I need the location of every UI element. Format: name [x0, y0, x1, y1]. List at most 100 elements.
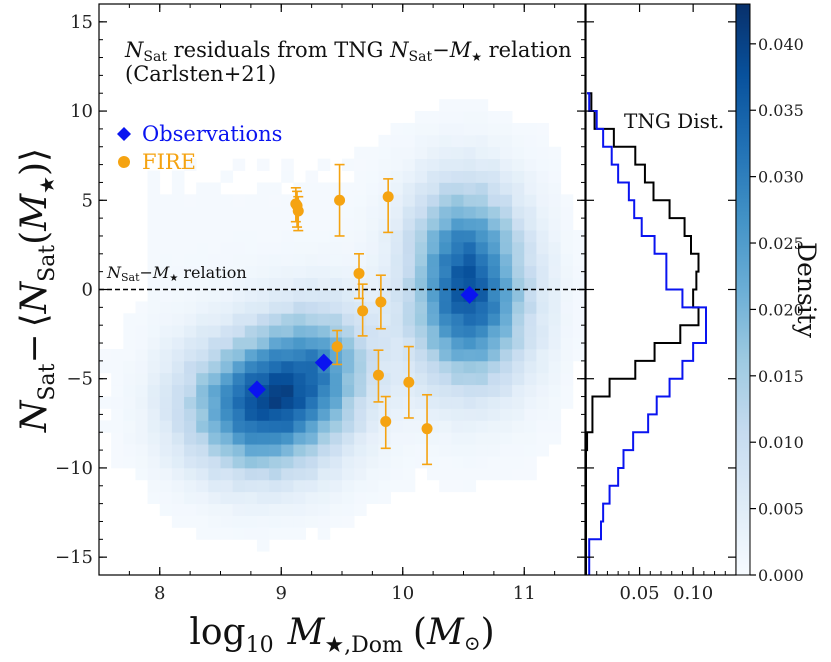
heatmap-cell — [305, 325, 319, 338]
heatmap-cell — [390, 253, 404, 267]
heatmap-cell — [329, 456, 343, 469]
heatmap-cell — [208, 515, 221, 528]
heatmap-cell — [147, 479, 161, 493]
heatmap-cell — [317, 277, 331, 290]
heatmap-cell — [548, 360, 562, 374]
heatmap-cell — [305, 396, 319, 409]
heatmap-cell — [366, 348, 379, 362]
heatmap-cell — [548, 241, 562, 255]
heatmap-cell — [366, 420, 379, 433]
heatmap-cell — [244, 348, 258, 362]
heatmap-cell — [293, 325, 306, 338]
heatmap-cell — [463, 194, 477, 207]
heatmap-cell — [281, 313, 294, 326]
heatmap-cell — [366, 313, 379, 326]
heatmap-cell — [232, 194, 246, 207]
heatmap-cell — [354, 170, 367, 183]
heatmap-cell — [439, 158, 452, 171]
heatmap-cell — [184, 194, 197, 207]
heatmap-cell — [536, 170, 549, 183]
heatmap-cell — [281, 467, 294, 481]
heatmap-cell — [524, 325, 537, 338]
heatmap-cell — [536, 337, 549, 350]
title-minus: − — [432, 38, 450, 62]
observation-point — [247, 380, 266, 399]
heatmap-cell — [232, 420, 246, 433]
heatmap-cell — [512, 337, 525, 350]
heatmap-cell — [159, 432, 173, 445]
heatmap-cell — [244, 301, 258, 314]
heatmap-cell — [184, 420, 197, 433]
heatmap-cell — [317, 241, 331, 255]
heatmap-cell — [293, 301, 306, 314]
heatmap-cell — [439, 265, 452, 279]
heatmap-cell — [232, 158, 246, 171]
heatmap-cell — [354, 432, 367, 445]
heatmap-cell — [536, 432, 549, 445]
heatmap-cell — [512, 313, 525, 326]
fire-point — [331, 341, 343, 353]
heatmap-cell — [499, 467, 513, 481]
heatmap-cell — [354, 289, 367, 302]
heatmap-cell — [390, 134, 404, 148]
heatmap-cell — [548, 420, 562, 433]
heatmap-cell — [184, 479, 197, 493]
heatmap-cell — [232, 348, 246, 362]
heatmap-cell — [475, 265, 489, 279]
heatmap-cell — [463, 253, 477, 267]
heatmap-cell — [536, 122, 549, 136]
heatmap-cell — [99, 420, 112, 433]
heatmap-cell — [171, 325, 185, 338]
heatmap-cell — [184, 301, 197, 314]
heatmap-cell — [208, 301, 221, 314]
heatmap-cell — [451, 432, 464, 445]
heatmap-cell — [463, 111, 477, 124]
heatmap-cell — [293, 432, 306, 445]
heatmap-cell — [427, 230, 440, 243]
heatmap-cell — [232, 218, 246, 231]
heatmap-cell — [293, 444, 306, 457]
heatmap-cell — [293, 396, 306, 409]
heatmap-cell — [269, 467, 282, 481]
heatmap-cell — [159, 253, 173, 267]
heatmap-cell — [293, 456, 306, 469]
heatmap-cell — [196, 384, 209, 397]
heatmap-cell — [208, 444, 221, 457]
heatmap-cell — [329, 206, 343, 219]
heatmap-cell — [414, 313, 428, 326]
heatmap-cell — [305, 384, 319, 397]
heatmap-cell — [414, 408, 428, 421]
xlabel-log-sub: 10 — [246, 633, 274, 657]
heatmap-cell — [378, 134, 391, 148]
heatmap-cell — [463, 170, 477, 183]
heatmap-cell — [135, 313, 148, 326]
heatmap-cell — [354, 479, 367, 493]
heatmap-cell — [244, 420, 258, 433]
heatmap-cell — [232, 527, 246, 540]
ylabel-sub2: Sat — [35, 245, 60, 282]
heatmap-cell — [451, 158, 464, 171]
heatmap-cell — [536, 265, 549, 279]
heatmap-cell — [475, 301, 489, 314]
heatmap-cell — [512, 253, 525, 267]
y-tick-label: −10 — [55, 458, 93, 479]
heatmap-cell — [317, 527, 331, 540]
heatmap-cell — [147, 491, 161, 505]
title-sub2: Sat — [409, 49, 433, 65]
heatmap-cell — [463, 218, 477, 231]
heatmap-cell — [269, 289, 282, 302]
heatmap-cell — [536, 134, 549, 148]
heatmap-cell — [463, 146, 477, 160]
ylabel-n: N — [14, 399, 55, 433]
heatmap-cell — [208, 230, 221, 243]
heatmap-cell — [244, 337, 258, 350]
heatmap-cell — [196, 241, 209, 255]
heatmap-cell — [378, 218, 391, 231]
heatmap-cell — [232, 289, 246, 302]
heatmap-cell — [281, 170, 294, 183]
heatmap-cell — [524, 432, 537, 445]
heatmap-cell — [135, 432, 148, 445]
heatmap-cell — [427, 206, 440, 219]
heatmap-cell — [281, 158, 294, 171]
